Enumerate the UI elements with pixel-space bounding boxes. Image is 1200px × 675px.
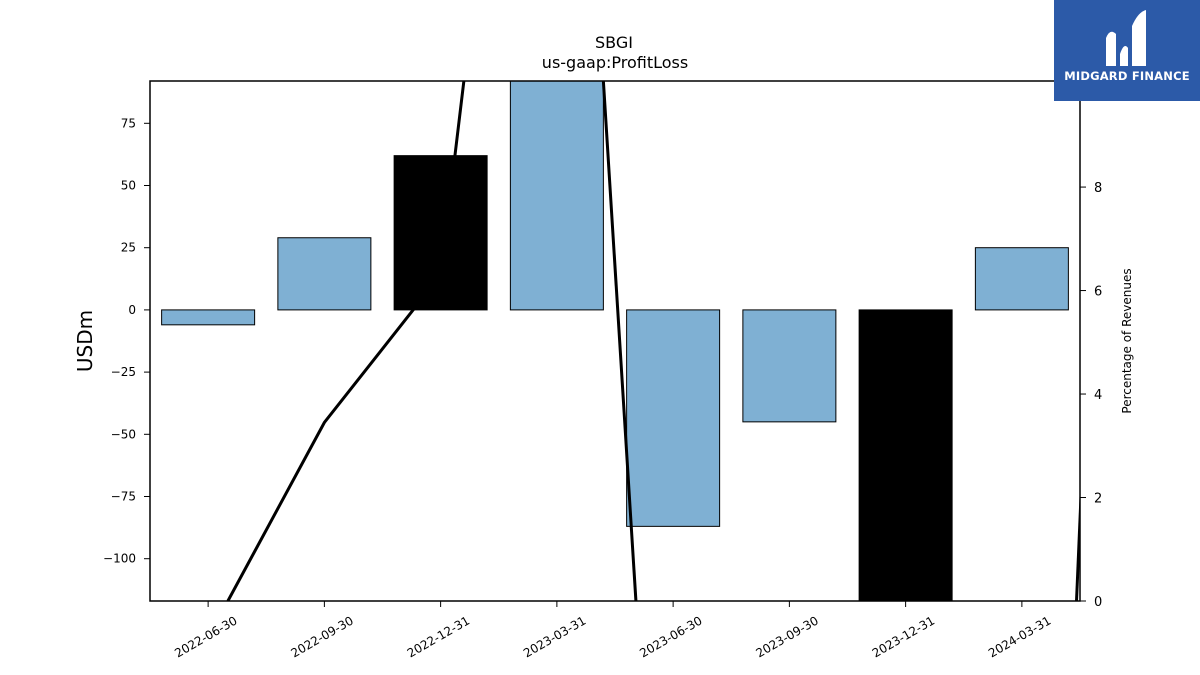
y-tick-label: −50 <box>111 427 136 441</box>
bar-2023-12-31 <box>858 309 953 601</box>
x-tick-label: 2024-03-31 <box>986 613 1053 660</box>
x-tick-label: 2022-09-30 <box>288 613 355 660</box>
y2-tick-label: 8 <box>1094 181 1102 196</box>
x-tick-label: 2023-09-30 <box>753 613 820 660</box>
logo-text: MIDGARD FINANCE <box>1064 69 1190 83</box>
y2-tick-label: 4 <box>1094 388 1102 403</box>
y-tick-label: −75 <box>111 490 136 504</box>
bar-2023-06-30 <box>626 309 721 527</box>
y2-tick-label: 0 <box>1094 595 1102 610</box>
bar-2022-12-31 <box>393 155 488 311</box>
y-tick-label: −100 <box>103 552 136 566</box>
logo-mark-icon <box>1106 10 1146 66</box>
bar-2023-09-30 <box>742 309 837 423</box>
y-tick-label: −25 <box>111 365 136 379</box>
y2-tick-label: 6 <box>1094 285 1102 300</box>
chart-title: SBGI <box>595 33 633 52</box>
chart-subtitle: us-gaap:ProfitLoss <box>542 53 688 72</box>
percentage-line-segment-1 <box>226 81 466 601</box>
x-tick-label: 2022-06-30 <box>172 613 239 660</box>
bar-2023-03-31 <box>509 81 604 311</box>
percentage-line-segment-3 <box>1075 484 1080 601</box>
y-tick-label: 25 <box>121 241 136 255</box>
y2-tick-label: 2 <box>1094 492 1102 507</box>
y-tick-label: 50 <box>121 178 136 192</box>
plot-frame <box>149 80 1081 602</box>
x-tick-label: 2023-12-31 <box>870 613 937 660</box>
y-tick-label: 75 <box>121 116 136 130</box>
midgard-finance-logo: MIDGARD FINANCE <box>1054 0 1200 101</box>
bar-2022-09-30 <box>277 237 372 311</box>
x-tick-label: 2023-06-30 <box>637 613 704 660</box>
y-axis-label: USDm <box>73 310 97 372</box>
y2-axis-label: Percentage of Revenues <box>1120 268 1134 413</box>
percentage-line-segment-2 <box>601 81 638 601</box>
x-tick-label: 2023-03-31 <box>521 613 588 660</box>
y-tick-label: 0 <box>128 303 136 317</box>
bar-2024-03-31 <box>974 247 1069 311</box>
x-tick-label: 2022-12-31 <box>405 613 472 660</box>
bar-2022-06-30 <box>161 309 256 326</box>
